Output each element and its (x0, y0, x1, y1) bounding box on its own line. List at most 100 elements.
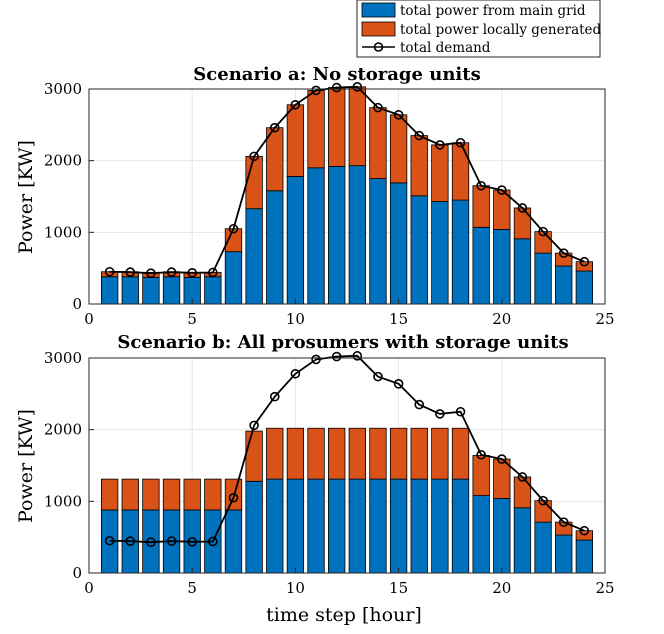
demand-point-a-9 (269, 122, 280, 133)
bar-grid-a-23 (555, 265, 573, 305)
bar-local-a-19 (472, 185, 490, 228)
demand-point-b-14 (373, 371, 383, 382)
subplot-a-bars (100, 86, 594, 305)
bar-grid-b-10 (286, 478, 305, 574)
xtick-label-0: 0 (84, 310, 94, 328)
bar-grid-b-18 (451, 478, 470, 574)
demand-point-a-15 (393, 110, 404, 120)
xtick-label-20: 20 (492, 310, 511, 328)
bar-local-b-14 (369, 427, 387, 480)
xtick-label-25: 25 (595, 579, 614, 597)
demand-point-b-11 (311, 354, 321, 365)
demand-point-b-16 (414, 399, 425, 410)
demand-point-a-1 (104, 266, 115, 277)
demand-point-b-4 (166, 536, 177, 546)
bar-grid-b-17 (431, 478, 449, 574)
bar-local-b-9 (266, 427, 284, 480)
demand-point-b-20 (496, 454, 507, 464)
xtick-label-10: 10 (286, 310, 305, 328)
bar-local-b-4 (162, 478, 181, 511)
ytick-label-0: 0 (72, 295, 82, 313)
bar-local-a-11 (307, 90, 325, 169)
legend-swatch-local (361, 21, 396, 37)
bar-local-b-15 (389, 427, 408, 480)
bar-grid-a-2 (121, 276, 139, 305)
bar-grid-a-3 (142, 277, 160, 305)
bar-local-b-16 (410, 427, 428, 480)
ytick-label-3000: 3000 (44, 349, 82, 367)
bar-grid-a-6 (204, 276, 222, 305)
demand-point-a-7 (228, 223, 239, 234)
bar-grid-b-9 (266, 478, 284, 574)
demand-point-b-7 (228, 492, 239, 503)
bar-grid-b-13 (348, 478, 366, 574)
bar-local-b-2 (121, 478, 139, 511)
demand-point-b-9 (269, 391, 280, 402)
xtick-label-15: 15 (389, 579, 408, 597)
bar-local-b-12 (328, 427, 346, 480)
demand-point-a-22 (538, 226, 548, 237)
ytick-label-2000: 2000 (44, 152, 82, 170)
demand-point-a-20 (496, 185, 507, 195)
demand-point-b-3 (146, 537, 156, 547)
legend-marker-demand (373, 42, 384, 52)
demand-point-b-2 (125, 536, 136, 546)
bar-local-b-18 (451, 427, 470, 480)
demand-point-a-18 (455, 137, 466, 148)
demand-point-a-5 (187, 268, 197, 278)
bar-grid-b-8 (245, 480, 263, 574)
demand-point-b-21 (517, 472, 528, 482)
bar-grid-b-12 (328, 478, 346, 574)
ytick-label-2000: 2000 (44, 421, 82, 439)
bar-grid-a-15 (389, 182, 408, 305)
bar-grid-a-10 (286, 176, 305, 305)
bar-grid-b-20 (493, 498, 511, 574)
legend-label-grid: total power from main grid (400, 3, 586, 19)
bar-grid-b-21 (513, 507, 532, 574)
demand-point-a-23 (558, 248, 569, 258)
demand-point-b-12 (331, 351, 342, 362)
ytick-label-0: 0 (72, 564, 82, 582)
bar-local-b-3 (142, 478, 160, 511)
demand-point-a-8 (249, 151, 259, 162)
bar-grid-a-16 (410, 195, 428, 305)
bar-local-b-1 (100, 478, 119, 511)
demand-point-b-6 (208, 536, 218, 547)
ytick-label-3000: 3000 (44, 80, 82, 98)
subplot-b-title: Scenario b: All prosumers with storage u… (117, 332, 568, 353)
bar-local-b-11 (307, 427, 325, 480)
bar-grid-b-16 (410, 478, 428, 574)
demand-point-a-2 (125, 267, 136, 277)
demand-point-b-23 (558, 517, 569, 527)
ytick-label-1000: 1000 (44, 223, 82, 241)
xtick-label-15: 15 (389, 310, 408, 328)
bar-grid-a-11 (307, 167, 325, 305)
subplot-b-ticks: 0 5 10 15 20 25 0 1000 2000 3000 (44, 349, 615, 597)
bar-grid-a-19 (472, 226, 490, 305)
subplot-b-demand-line (104, 351, 590, 547)
bar-grid-b-24 (575, 539, 594, 574)
xtick-label-5: 5 (187, 579, 197, 597)
demand-point-b-22 (538, 495, 548, 506)
bar-local-b-19 (472, 455, 490, 497)
demand-line-a (109, 85, 585, 275)
bar-grid-b-14 (369, 478, 387, 574)
subplot-a-ylabel: Power [KW] (15, 140, 37, 254)
bar-grid-a-14 (369, 178, 387, 305)
bar-grid-a-4 (162, 276, 181, 305)
bar-local-a-16 (410, 135, 428, 197)
bar-grid-a-18 (451, 199, 470, 305)
xtick-label-25: 25 (595, 310, 614, 328)
demand-point-b-18 (455, 406, 466, 417)
demand-point-b-13 (352, 351, 363, 361)
bar-grid-a-17 (431, 201, 449, 305)
subplot-scenario-a: Scenario a: No storage units Power [KW] … (15, 64, 615, 328)
bar-grid-b-15 (389, 478, 408, 574)
bar-grid-a-1 (100, 276, 119, 305)
subplot-b-frame (88, 357, 606, 574)
demand-point-a-3 (146, 268, 156, 278)
bar-grid-a-21 (513, 238, 532, 305)
bar-grid-b-19 (472, 495, 490, 574)
subplot-b-ylabel: Power [KW] (15, 409, 37, 523)
demand-point-b-24 (579, 525, 590, 536)
